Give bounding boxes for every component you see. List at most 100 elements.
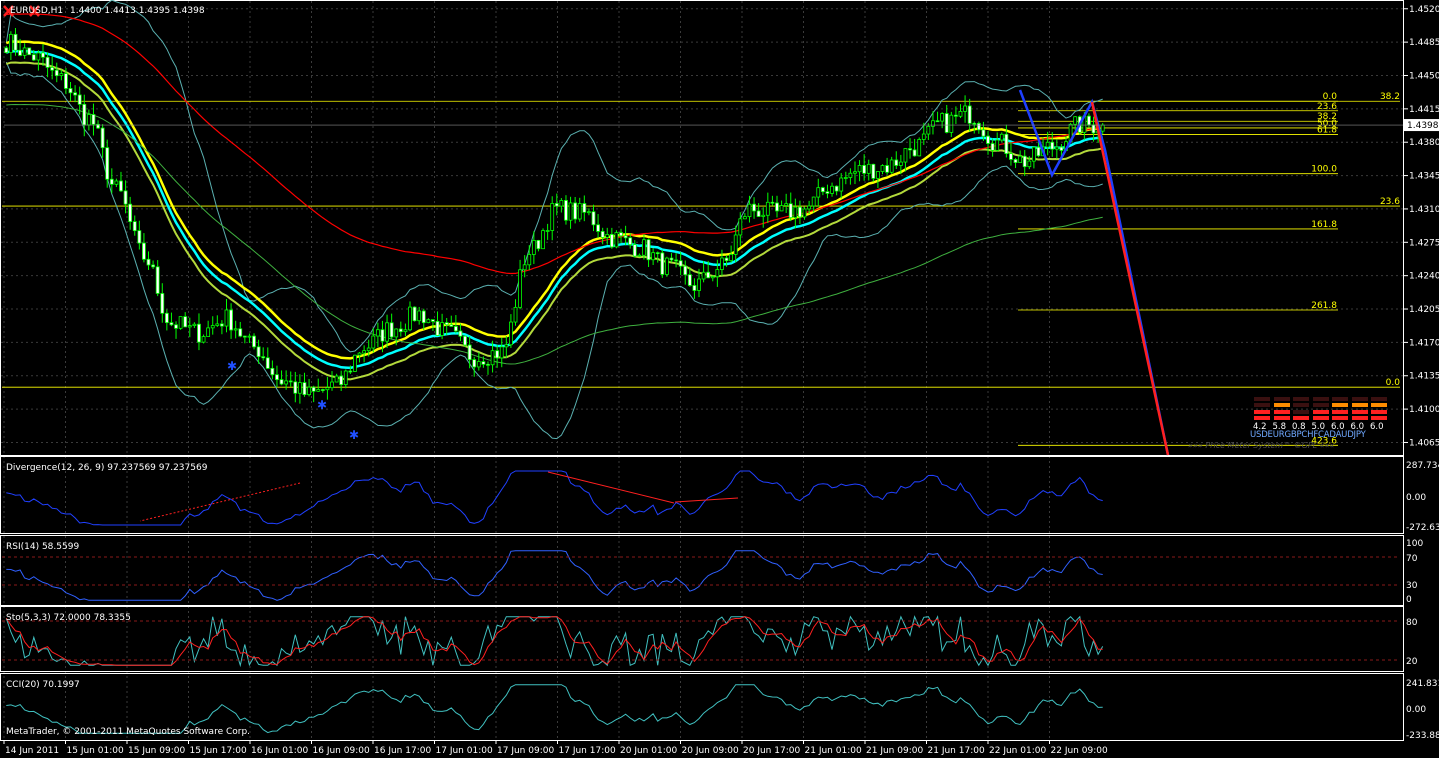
cci-title: CCI(20) 70.1997 bbox=[6, 680, 80, 690]
candle-body bbox=[509, 321, 513, 346]
price-meter-segment bbox=[1351, 396, 1368, 401]
candle-body bbox=[775, 202, 779, 212]
candle-body bbox=[752, 203, 756, 212]
candle-body bbox=[559, 200, 564, 207]
candle-body bbox=[348, 370, 353, 373]
candle-body bbox=[31, 54, 36, 61]
candle-body bbox=[403, 329, 408, 333]
candle-body bbox=[151, 264, 155, 268]
fibo-level-label: 161.8 bbox=[1311, 220, 1337, 230]
price-tick-label: 1.4240 bbox=[1409, 272, 1439, 282]
candle-body bbox=[1045, 141, 1050, 148]
indicator-tick-label: 80 bbox=[1406, 618, 1418, 628]
fibo-level-label: 50.0 bbox=[1317, 119, 1337, 129]
price-tick-label: 1.4135 bbox=[1409, 372, 1439, 382]
candle-body bbox=[339, 375, 344, 386]
candle-body bbox=[990, 143, 995, 151]
price-meter-value: 0.8 bbox=[1292, 422, 1306, 432]
candle-body bbox=[495, 350, 500, 359]
candle-body bbox=[940, 113, 945, 122]
divergence-pane[interactable] bbox=[6, 470, 1103, 526]
current-price-label: 1.4398 bbox=[1407, 121, 1439, 131]
trend-line bbox=[1090, 101, 1170, 456]
candle-body bbox=[545, 230, 550, 232]
candle-body bbox=[431, 319, 435, 322]
indicator-tick-label: 0 bbox=[1406, 595, 1412, 605]
price-tick-label: 1.4100 bbox=[1409, 405, 1439, 415]
price-meter-value: 6.0 bbox=[1350, 422, 1365, 432]
indicator-tick-label: 287.734 bbox=[1406, 461, 1439, 471]
candle-body bbox=[206, 327, 211, 337]
price-meter-segment bbox=[1351, 403, 1368, 407]
price-meter: 4.2 5.8 0.8 5.0 6.0 6.0 6.0 USDEURGBPCHFCADAUD… bbox=[1188, 392, 1394, 454]
close-icon[interactable] bbox=[3, 5, 14, 17]
main-price-pane[interactable]: 0.023.638.250.061.8100.0161.8261.8423.6 … bbox=[2, 0, 1400, 456]
candle-body bbox=[880, 165, 885, 172]
price-meter-column bbox=[1273, 394, 1290, 420]
time-tick-label: 17 Jun 01:00 bbox=[436, 746, 493, 756]
candle-body bbox=[178, 316, 183, 329]
price-meter-value: 4.2 bbox=[1253, 422, 1267, 432]
candle-body bbox=[605, 234, 610, 238]
candle-body bbox=[541, 230, 545, 250]
candle-body bbox=[591, 211, 596, 226]
candle-body bbox=[394, 328, 399, 338]
indicator-signal-line bbox=[5, 616, 1103, 666]
indicator-line bbox=[6, 684, 1103, 734]
candle-body bbox=[765, 201, 770, 216]
candle-body bbox=[999, 133, 1004, 141]
rsi-title: RSI(14) 58.5599 bbox=[6, 542, 79, 552]
candle-body bbox=[848, 172, 853, 178]
candle-body bbox=[871, 163, 876, 179]
price-meter-segment bbox=[1332, 396, 1348, 401]
copyright-text: MetaTrader, © 2001-2011 MetaQuotes Softw… bbox=[6, 727, 251, 737]
candle-body bbox=[316, 389, 321, 392]
candle-body bbox=[197, 323, 201, 343]
rsi-pane[interactable] bbox=[2, 550, 1400, 601]
candle-body bbox=[898, 161, 903, 166]
indicator-tick-label: 241.8311 bbox=[1406, 679, 1439, 689]
candle-body bbox=[853, 171, 857, 174]
candle-body bbox=[802, 208, 807, 218]
price-meter-segment bbox=[1273, 403, 1290, 407]
close-icon[interactable] bbox=[29, 5, 40, 17]
indicator-tick-label: 0.00 bbox=[1406, 705, 1426, 715]
candle-body bbox=[669, 257, 674, 261]
stochastic-pane[interactable] bbox=[2, 615, 1400, 668]
candle-body bbox=[1036, 146, 1041, 157]
candle-body bbox=[467, 344, 472, 361]
candle-body bbox=[568, 202, 573, 221]
candle-body bbox=[142, 242, 146, 260]
time-tick-label: 21 Jun 17:00 bbox=[928, 746, 985, 756]
arrow-marker: ✱ bbox=[317, 398, 327, 412]
price-meter-segment bbox=[1293, 396, 1309, 401]
price-meter-column bbox=[1351, 394, 1368, 420]
candle-body bbox=[674, 259, 678, 262]
candle-body bbox=[1009, 153, 1013, 160]
candle-body bbox=[13, 33, 18, 51]
candle-body bbox=[660, 252, 665, 275]
time-tick-label: 22 Jun 01:00 bbox=[989, 746, 1046, 756]
candle-body bbox=[1087, 115, 1091, 126]
candle-body bbox=[632, 244, 637, 257]
candle-body bbox=[325, 387, 330, 391]
candle-body bbox=[761, 214, 766, 217]
price-meter-caption: »»» Price Meter System™ ©GPL ««« bbox=[1188, 441, 1335, 450]
price-meter-segment bbox=[1254, 409, 1270, 414]
candle-body bbox=[128, 203, 133, 223]
candle-body bbox=[628, 237, 633, 246]
candle-body bbox=[550, 203, 555, 231]
candle-body bbox=[192, 323, 197, 326]
cci-pane[interactable] bbox=[6, 684, 1103, 734]
candle-body bbox=[444, 322, 449, 326]
candle-body bbox=[798, 206, 802, 218]
candle-body bbox=[931, 120, 935, 127]
ema-yellow bbox=[5, 40, 1103, 360]
candle-body bbox=[215, 323, 220, 326]
ema-olive bbox=[6, 61, 1103, 381]
candle-body bbox=[123, 190, 128, 205]
candle-body bbox=[609, 234, 614, 248]
candle-body bbox=[729, 254, 734, 262]
candle-body bbox=[876, 171, 880, 179]
